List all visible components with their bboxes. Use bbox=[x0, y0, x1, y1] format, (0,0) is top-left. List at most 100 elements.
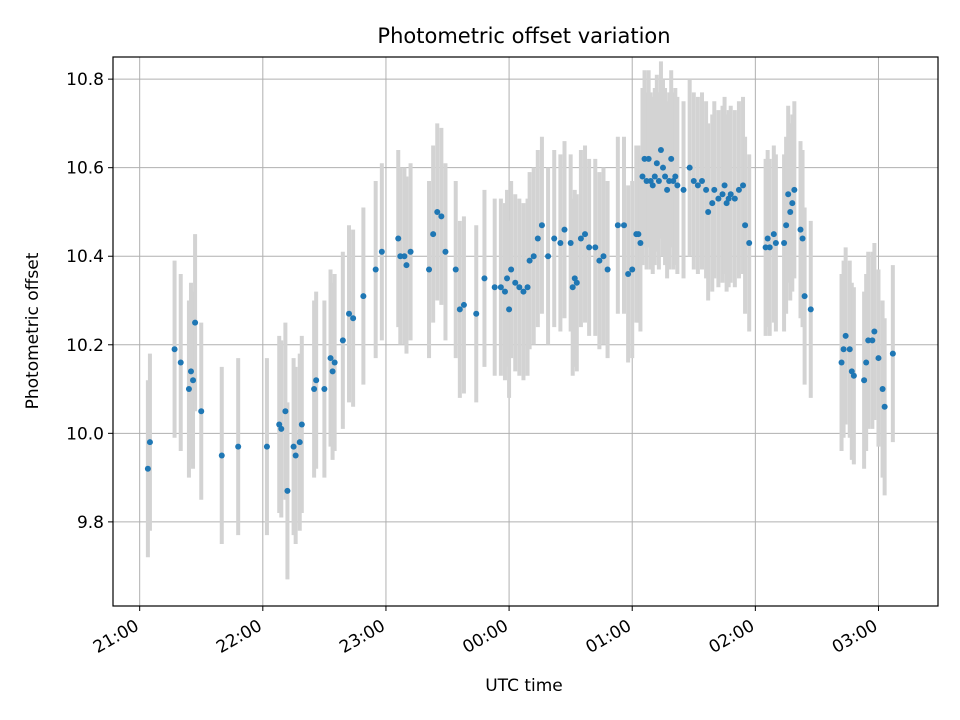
data-point bbox=[187, 368, 194, 375]
data-point bbox=[491, 284, 498, 291]
data-point bbox=[785, 191, 792, 198]
data-point bbox=[783, 222, 790, 229]
y-tick-label: 10.6 bbox=[66, 159, 104, 179]
data-point bbox=[530, 253, 537, 260]
data-point bbox=[842, 332, 849, 339]
data-point bbox=[545, 253, 552, 260]
data-point bbox=[567, 239, 574, 246]
data-point bbox=[653, 160, 660, 167]
data-point bbox=[764, 235, 771, 242]
data-point bbox=[762, 244, 769, 251]
data-point bbox=[680, 186, 687, 193]
data-point bbox=[185, 386, 192, 393]
data-point bbox=[401, 253, 408, 260]
data-point bbox=[766, 244, 773, 251]
data-point bbox=[397, 253, 404, 260]
data-point bbox=[797, 226, 804, 233]
data-point bbox=[520, 288, 527, 295]
data-point bbox=[360, 293, 367, 300]
data-point bbox=[781, 239, 788, 246]
data-point bbox=[311, 386, 318, 393]
data-point bbox=[177, 359, 184, 366]
data-point bbox=[586, 244, 593, 251]
data-point bbox=[327, 355, 334, 362]
data-point bbox=[662, 173, 669, 180]
data-point bbox=[497, 284, 504, 291]
data-point bbox=[655, 177, 662, 184]
data-point bbox=[621, 222, 628, 229]
data-point bbox=[645, 155, 652, 162]
data-point bbox=[278, 425, 285, 432]
data-point bbox=[666, 177, 673, 184]
data-point bbox=[538, 222, 545, 229]
data-point bbox=[715, 195, 722, 202]
data-point bbox=[407, 248, 414, 255]
data-point bbox=[664, 186, 671, 193]
data-point bbox=[709, 200, 716, 207]
data-point bbox=[577, 235, 584, 242]
data-point bbox=[711, 186, 718, 193]
data-point bbox=[321, 386, 328, 393]
y-tick-label: 10.4 bbox=[66, 247, 104, 267]
data-point bbox=[171, 346, 178, 353]
data-point bbox=[694, 182, 701, 189]
data-point bbox=[604, 266, 611, 273]
data-point bbox=[649, 182, 656, 189]
data-point bbox=[668, 155, 675, 162]
data-point bbox=[772, 239, 779, 246]
data-point bbox=[395, 235, 402, 242]
data-point bbox=[651, 173, 658, 180]
data-point bbox=[838, 359, 845, 366]
data-point bbox=[501, 288, 508, 295]
data-point bbox=[296, 439, 303, 446]
data-point bbox=[569, 284, 576, 291]
data-point bbox=[198, 408, 205, 415]
data-point bbox=[146, 439, 153, 446]
data-point bbox=[731, 195, 738, 202]
data-point bbox=[625, 270, 632, 277]
data-point bbox=[192, 319, 199, 326]
data-point bbox=[614, 222, 621, 229]
data-point bbox=[284, 487, 291, 494]
data-point bbox=[592, 244, 599, 251]
data-point bbox=[456, 306, 463, 313]
data-point bbox=[865, 337, 872, 344]
data-point bbox=[846, 346, 853, 353]
data-point bbox=[442, 248, 449, 255]
data-point bbox=[561, 226, 568, 233]
data-point bbox=[863, 359, 870, 366]
data-point bbox=[672, 173, 679, 180]
data-point bbox=[403, 262, 410, 269]
data-point bbox=[674, 182, 681, 189]
data-point bbox=[313, 377, 320, 384]
data-point bbox=[703, 186, 710, 193]
data-point bbox=[787, 208, 794, 215]
data-point bbox=[635, 231, 642, 238]
data-point bbox=[573, 279, 580, 286]
data-point bbox=[871, 328, 878, 335]
data-points bbox=[144, 146, 896, 494]
data-point bbox=[850, 372, 857, 379]
y-axis-title: Photometric offset bbox=[23, 252, 43, 409]
data-point bbox=[339, 337, 346, 344]
data-point bbox=[190, 377, 197, 384]
data-point bbox=[789, 200, 796, 207]
data-point bbox=[460, 301, 467, 308]
data-point bbox=[378, 248, 385, 255]
data-point bbox=[329, 368, 336, 375]
data-point bbox=[263, 443, 270, 450]
data-point bbox=[506, 306, 513, 313]
data-point bbox=[218, 452, 225, 459]
data-point bbox=[879, 386, 886, 393]
data-point bbox=[657, 146, 664, 153]
y-axis-ticks: 9.8 10.0 10.2 10.4 10.6 10.8 bbox=[66, 70, 113, 533]
data-point bbox=[526, 257, 533, 264]
data-point bbox=[551, 235, 558, 242]
data-point bbox=[735, 186, 742, 193]
data-point bbox=[690, 177, 697, 184]
data-point bbox=[438, 213, 445, 220]
data-point bbox=[746, 239, 753, 246]
data-point bbox=[840, 346, 847, 353]
data-point bbox=[727, 191, 734, 198]
